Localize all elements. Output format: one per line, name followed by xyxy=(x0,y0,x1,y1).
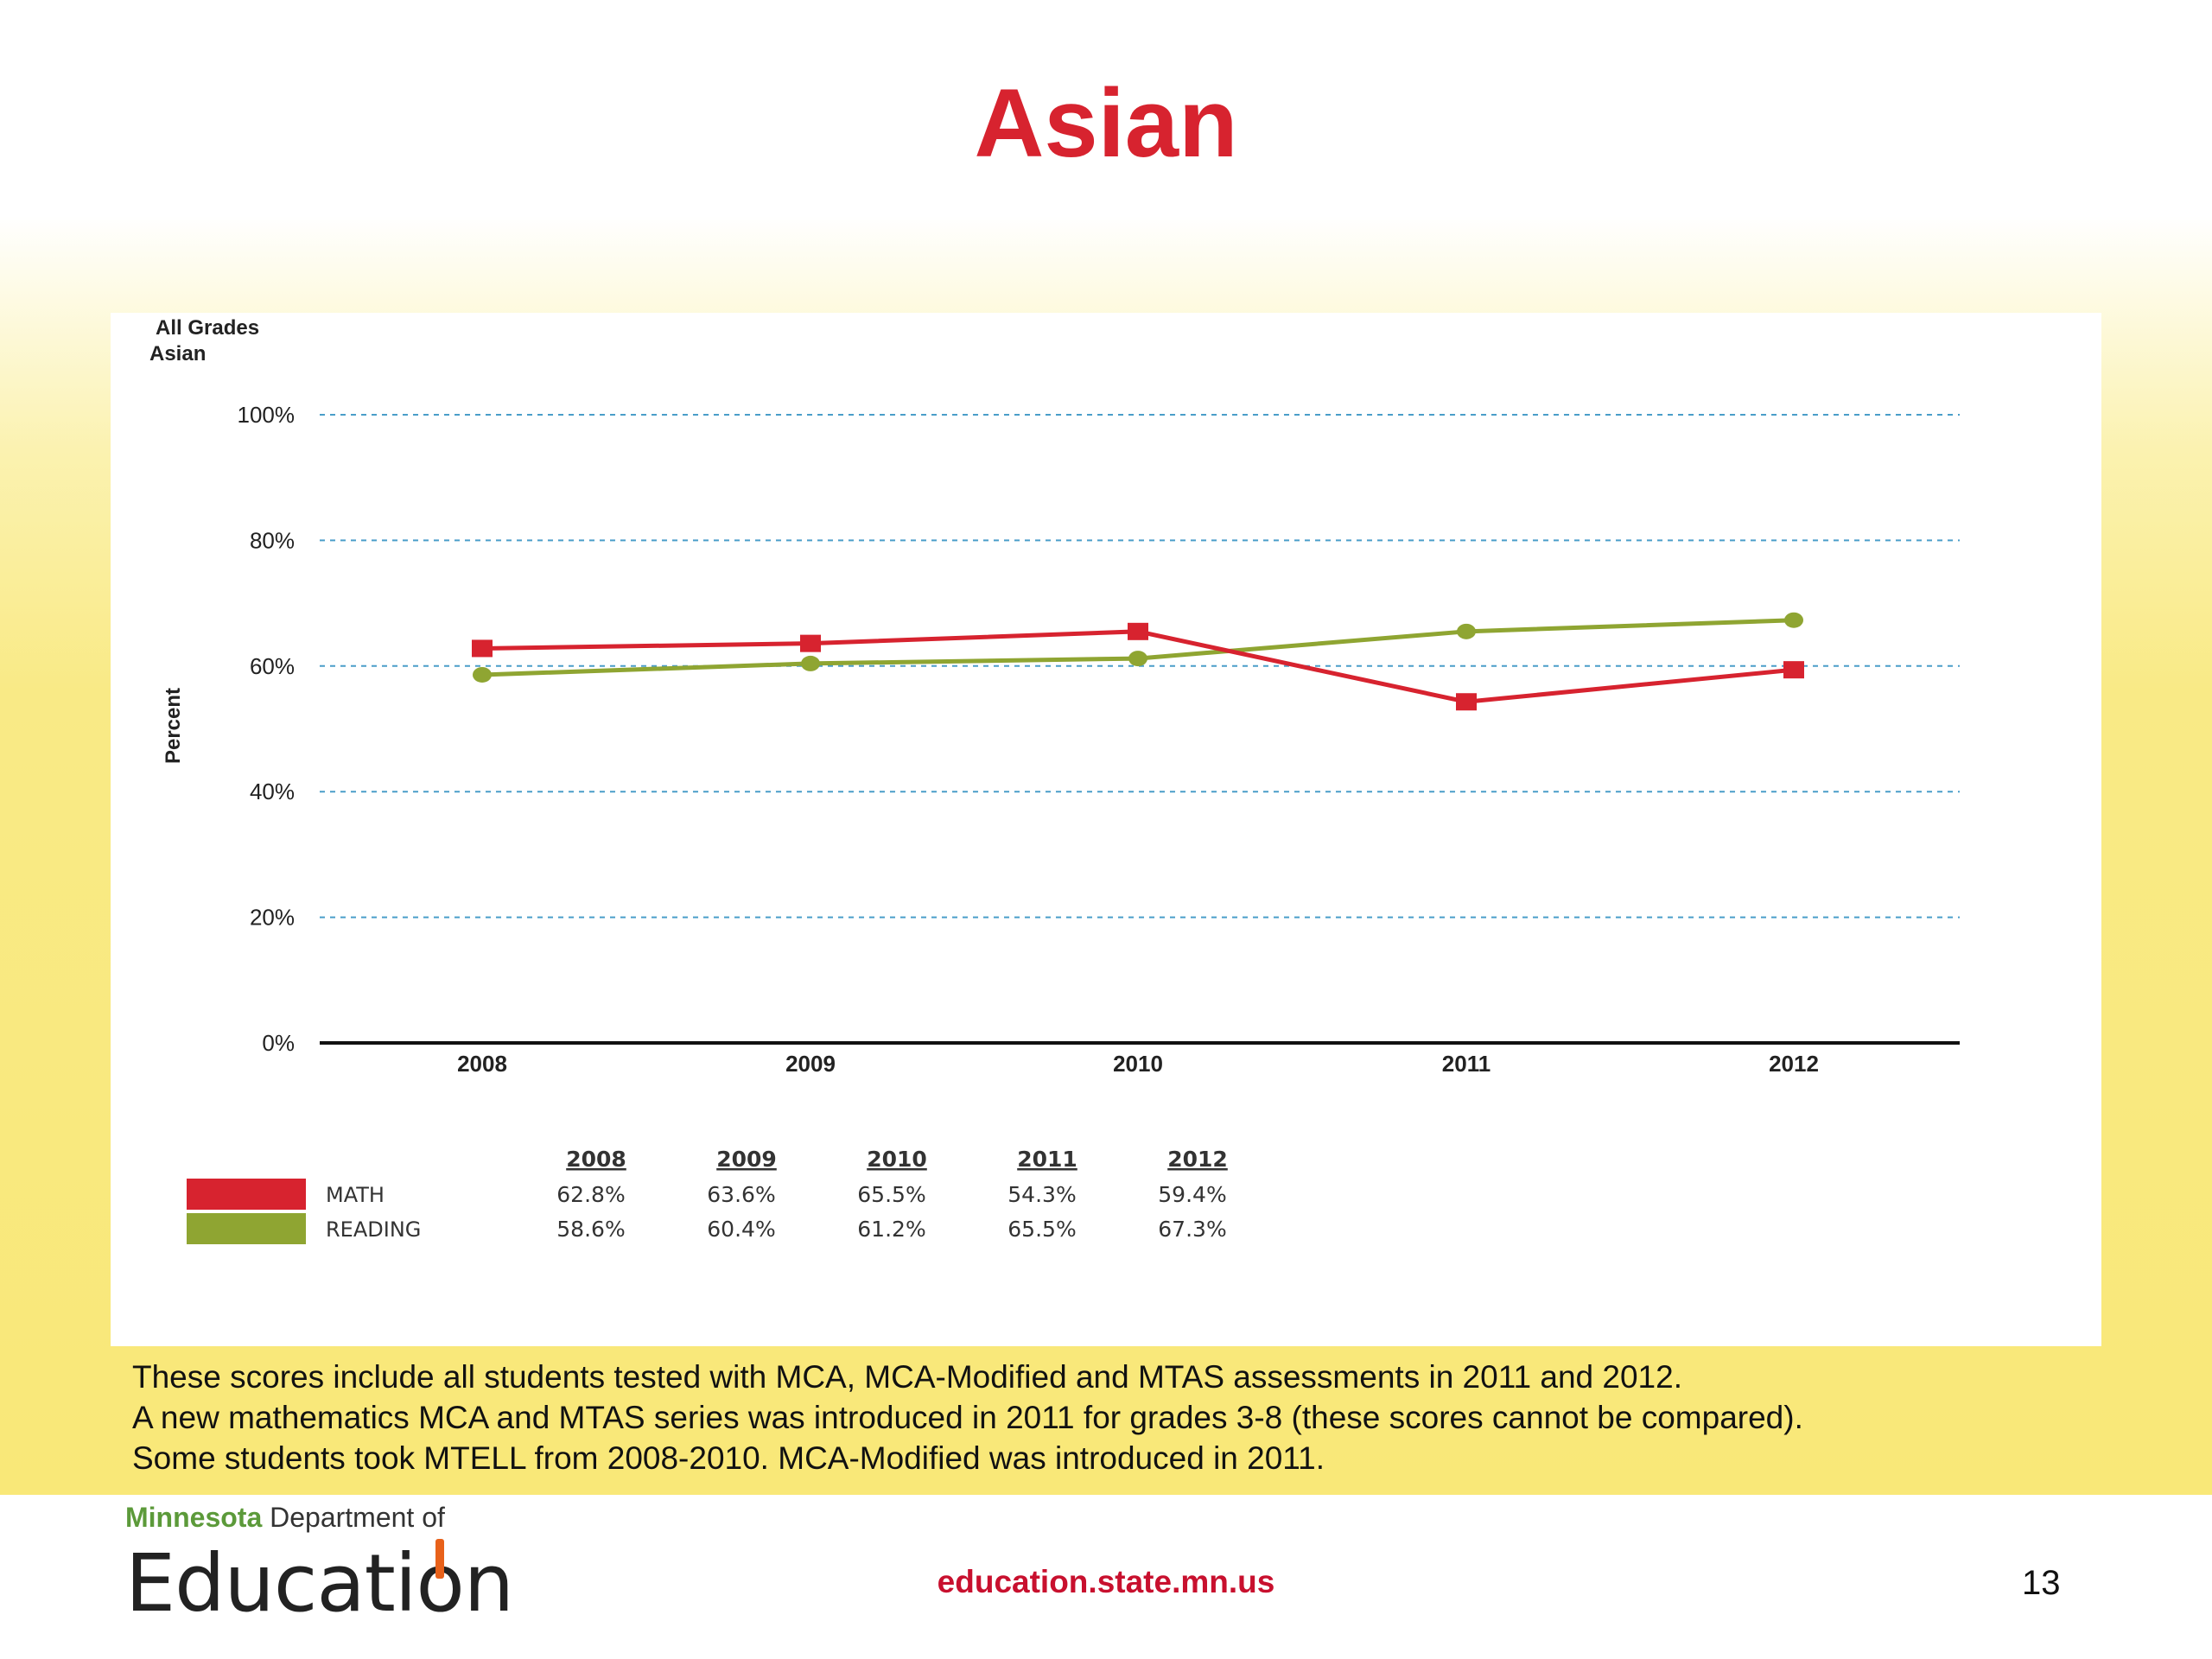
table-cell: 54.3% xyxy=(1007,1182,1076,1207)
table-year-header: 2011 xyxy=(1017,1147,1077,1172)
footnote-line: A new mathematics MCA and MTAS series wa… xyxy=(132,1400,1803,1435)
legend-label-reading: READING xyxy=(326,1217,421,1242)
x-tick-label: 2008 xyxy=(457,1051,507,1077)
footer-band xyxy=(0,1495,2212,1659)
y-tick-label: 100% xyxy=(238,402,296,428)
legend-swatch-reading xyxy=(187,1213,306,1244)
power-icon xyxy=(435,1539,445,1579)
data-point-reading xyxy=(801,655,820,671)
y-tick-labels: 0% 20% 40% 60% 80% 100% xyxy=(238,402,296,1056)
series-lines xyxy=(472,612,1804,711)
chart-panel: 0% 20% 40% 60% 80% 100% 2008 2009 2010 2011 2012 … xyxy=(111,313,2101,1346)
logo-top-line: Minnesota Department of xyxy=(125,1502,513,1534)
table-cell: 62.8% xyxy=(556,1182,625,1207)
y-tick-label: 60% xyxy=(250,653,295,679)
table-cell: 67.3% xyxy=(1158,1217,1226,1242)
line-chart: 0%20%40%60%80%100% 2008 2009 2010 2011 2012 … xyxy=(149,316,1960,1244)
table-cell: 65.5% xyxy=(1007,1217,1076,1242)
table-cell: 58.6% xyxy=(556,1217,625,1242)
y-tick-label: 0% xyxy=(262,1030,295,1056)
y-tick-label: 20% xyxy=(250,905,295,931)
data-point-reading xyxy=(1457,623,1476,639)
table-year-header: 2008 xyxy=(566,1147,626,1172)
footnote-line: Some students took MTELL from 2008-2010.… xyxy=(132,1440,1325,1476)
y-tick-label: 80% xyxy=(250,527,295,553)
x-tick-label: 2011 xyxy=(1442,1051,1491,1077)
legend-swatch-math xyxy=(187,1179,306,1210)
y-axis-label: Percent xyxy=(162,688,185,764)
data-point-math xyxy=(472,639,493,658)
footnote-line: These scores include all students tested… xyxy=(132,1359,1682,1395)
chart-title-line-2: Asian xyxy=(149,342,206,365)
x-tick-label: 2009 xyxy=(785,1051,836,1077)
table-year-header: 2009 xyxy=(716,1147,777,1172)
logo-dept: Department of xyxy=(262,1502,445,1533)
table-cell: 63.6% xyxy=(707,1182,775,1207)
logo-power-o: o xyxy=(416,1537,464,1630)
data-point-reading xyxy=(1784,612,1803,628)
x-tick-label: 2012 xyxy=(1769,1051,1819,1077)
page-number: 13 xyxy=(2022,1564,2061,1602)
slide-title: Asian xyxy=(974,69,1238,177)
gridlines xyxy=(320,414,1960,1045)
data-point-math xyxy=(800,634,821,652)
y-tick-label: 40% xyxy=(250,779,295,804)
mde-logo: Minnesota Department of Educatio n xyxy=(125,1502,514,1630)
chart-title-line-1: All Grades xyxy=(156,316,259,340)
footer-url: education.state.mn.us xyxy=(937,1564,1275,1599)
data-point-reading xyxy=(473,666,492,683)
logo-wordmark: Educatio n xyxy=(125,1537,514,1630)
table-cell: 65.5% xyxy=(857,1182,925,1207)
data-point-math xyxy=(1128,622,1148,640)
data-point-reading xyxy=(1128,651,1147,667)
logo-state: Minnesota xyxy=(125,1502,263,1533)
logo-word-part: n xyxy=(463,1537,514,1630)
data-point-math xyxy=(1783,661,1804,679)
table-year-header: 2010 xyxy=(867,1147,927,1172)
x-tick-labels: 2008 2009 2010 2011 2012 xyxy=(457,1051,1819,1077)
data-point-math xyxy=(1456,693,1477,711)
footnotes: These scores include all students tested… xyxy=(132,1357,2120,1478)
table-year-header: 2012 xyxy=(1167,1147,1228,1172)
data-table: 2008 2009 2010 2011 2012 MATH 62.8% 63.6% 65.5% 5… xyxy=(187,1147,1228,1244)
logo-word-part: Educati xyxy=(125,1537,416,1630)
x-tick-label: 2010 xyxy=(1113,1051,1163,1077)
table-cell: 61.2% xyxy=(857,1217,925,1242)
legend-label-math: MATH xyxy=(326,1183,385,1207)
table-cell: 59.4% xyxy=(1158,1182,1226,1207)
table-cell: 60.4% xyxy=(707,1217,775,1242)
